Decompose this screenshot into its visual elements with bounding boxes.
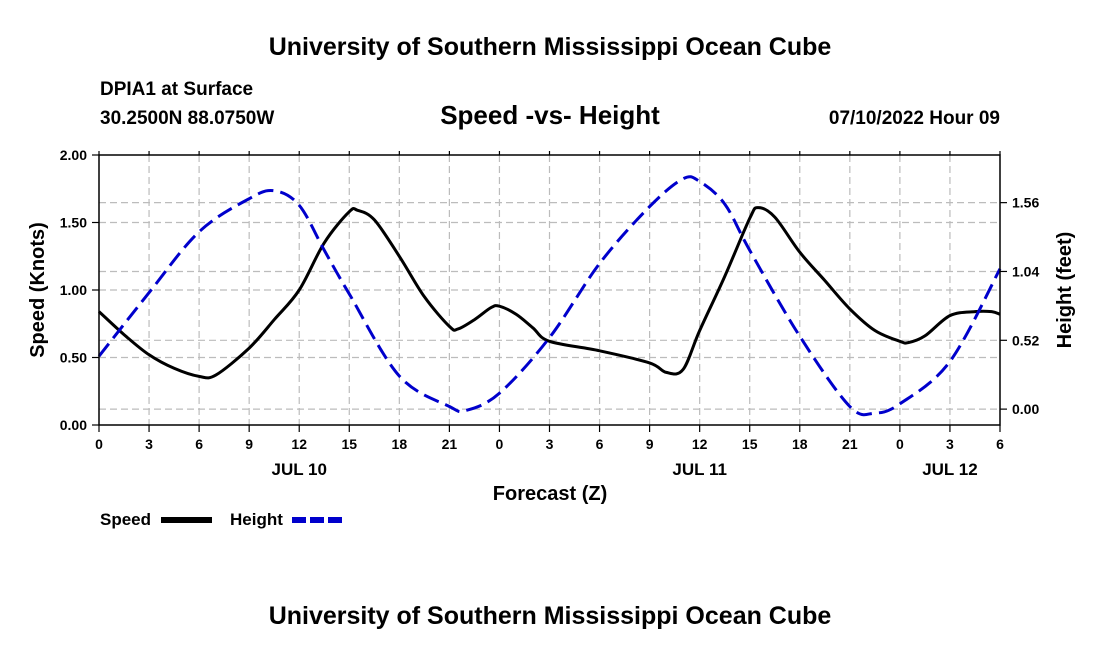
y2-tick-label: 0.00 — [1012, 401, 1039, 417]
day-label: JUL 11 — [672, 460, 727, 479]
y-tick-label: 1.50 — [60, 215, 87, 231]
chart-title: Speed -vs- Height — [440, 100, 660, 130]
x-tick-label: 0 — [496, 436, 504, 452]
series-line-height — [97, 175, 1002, 417]
x-tick-label: 9 — [646, 436, 654, 452]
x-tick-label: 9 — [245, 436, 253, 452]
grid-lines — [99, 155, 1000, 425]
axis-ticks: 0 3 6 9 12 15 18 21 0 3 6 9 12 15 18 21 0 3 6 0.00 0.50 1.00 1… — [60, 147, 1040, 479]
x-tick-label: 6 — [195, 436, 203, 452]
page-title: University of Southern Mississippi Ocean… — [269, 33, 832, 61]
x-tick-label: 21 — [442, 436, 458, 452]
x-tick-label: 6 — [996, 436, 1004, 452]
x-tick-label: 12 — [692, 436, 708, 452]
x-tick-label: 15 — [341, 436, 357, 452]
day-label: JUL 12 — [922, 460, 977, 479]
station-name: DPIA1 at Surface — [100, 79, 253, 100]
x-tick-label: 6 — [596, 436, 604, 452]
run-time: 07/10/2022 Hour 09 — [829, 108, 1000, 129]
x-tick-label: 15 — [742, 436, 758, 452]
x-tick-label: 0 — [95, 436, 103, 452]
series-line-speed — [97, 206, 1001, 380]
x-tick-label: 21 — [842, 436, 858, 452]
x-tick-label: 18 — [792, 436, 808, 452]
y-tick-label: 0.50 — [60, 350, 87, 366]
y-axis-title: Speed (Knots) — [27, 222, 49, 358]
x-tick-label: 3 — [145, 436, 153, 452]
x-tick-label: 12 — [291, 436, 307, 452]
legend-speed-label: Speed — [100, 510, 151, 529]
y2-tick-label: 1.56 — [1012, 195, 1039, 211]
x-tick-label: 18 — [392, 436, 408, 452]
x-tick-label: 3 — [546, 436, 554, 452]
y-tick-label: 0.00 — [60, 417, 87, 433]
legend-height-label: Height — [230, 510, 283, 529]
y2-tick-label: 0.52 — [1012, 332, 1039, 348]
x-tick-label: 0 — [896, 436, 904, 452]
x-axis-title: Forecast (Z) — [493, 483, 607, 505]
day-label: JUL 10 — [271, 460, 326, 479]
y-tick-label: 1.00 — [60, 282, 87, 298]
y2-tick-label: 1.04 — [1012, 263, 1039, 279]
station-coords: 30.2500N 88.0750W — [100, 108, 274, 129]
series-layer — [97, 175, 1002, 417]
y2-axis-title: Height (feet) — [1054, 232, 1076, 349]
y-tick-label: 2.00 — [60, 147, 87, 163]
x-tick-label: 3 — [946, 436, 954, 452]
footer-title: University of Southern Mississippi Ocean… — [269, 602, 832, 630]
